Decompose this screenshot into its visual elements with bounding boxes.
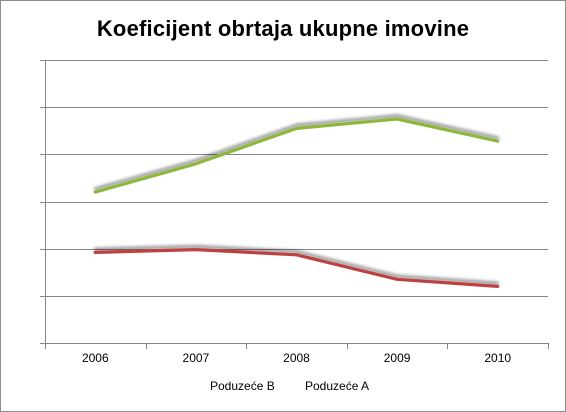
chart-title: Koeficijent obrtaja ukupne imovine <box>96 16 470 41</box>
axes <box>40 60 549 349</box>
x-tick-label: 2008 <box>283 351 310 365</box>
series-line <box>93 117 500 194</box>
x-tick-label: 2007 <box>183 351 210 365</box>
gridlines <box>45 60 548 297</box>
legend: Poduzeće B Poduzeće A <box>183 379 369 393</box>
x-tick-label: 2010 <box>484 351 511 365</box>
x-tick-label: 2009 <box>384 351 411 365</box>
series-line <box>93 248 500 288</box>
legend-label: Poduzeće B <box>210 379 275 393</box>
legend-label: Poduzeće A <box>305 379 369 393</box>
series-lines <box>93 117 500 288</box>
x-tick-label: 2006 <box>82 351 109 365</box>
x-tick-labels: 2006 2007 2008 2009 2010 <box>82 351 511 365</box>
